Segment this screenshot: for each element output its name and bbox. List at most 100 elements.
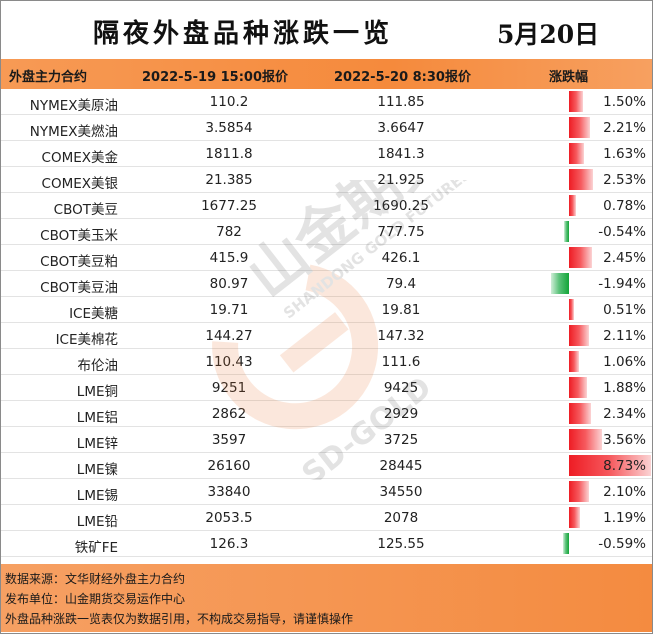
title-bar: 隔夜外盘品种涨跌一览 5月20日 <box>1 1 652 59</box>
price-1: 33840 <box>207 484 251 500</box>
contract-name: LME铅 <box>76 514 118 530</box>
price-2: 3.6647 <box>377 120 425 136</box>
header-contract: 外盘主力合约 <box>9 70 88 85</box>
change-bar-zone <box>549 141 653 166</box>
contract-name: ICE美糖 <box>69 306 118 322</box>
footer-disclaimer: 外盘品种涨跌一览表仅为数据引用，不构成交易指导，请谨慎操作 <box>5 612 354 626</box>
price-2: 111.85 <box>377 94 425 110</box>
change-bar-up <box>569 195 577 216</box>
header-price1: 2022-5-19 15:00报价 <box>142 70 289 85</box>
change-bar-zone <box>549 323 653 348</box>
change-percent: 2.45% <box>603 250 646 266</box>
change-bar-zone <box>549 505 653 530</box>
price-1: 110.2 <box>209 94 249 110</box>
contract-name: CBOT美豆 <box>53 202 118 218</box>
table-row: LME铜 9251 9425 1.88% <box>1 375 652 401</box>
change-bar-up <box>569 169 593 190</box>
price-1: 415.9 <box>209 250 249 266</box>
price-2: 19.81 <box>381 302 421 318</box>
contract-name: LME锌 <box>76 436 118 452</box>
change-percent: 2.11% <box>603 328 646 344</box>
price-2: 9425 <box>383 380 419 396</box>
change-bar-up <box>569 325 589 346</box>
table-row: 布伦油 110.43 111.6 1.06% <box>1 349 652 375</box>
change-percent: 3.56% <box>603 432 646 448</box>
contract-name: ICE美棉花 <box>55 332 118 348</box>
change-percent: -0.54% <box>598 224 646 240</box>
table-row: LME镍 26160 28445 8.73% <box>1 453 652 479</box>
change-percent: 2.34% <box>603 406 646 422</box>
table-row: NYMEX美原油 110.2 111.85 1.50% <box>1 89 652 115</box>
change-bar-zone <box>549 115 653 140</box>
price-1: 144.27 <box>205 328 253 344</box>
change-bar-zone <box>549 167 653 192</box>
change-bar-zone <box>549 297 653 322</box>
price-2: 111.6 <box>381 354 421 370</box>
page-title: 隔夜外盘品种涨跌一览 <box>93 19 394 49</box>
price-1: 782 <box>216 224 242 240</box>
price-2: 3725 <box>383 432 419 448</box>
price-1: 110.43 <box>205 354 253 370</box>
price-2: 34550 <box>379 484 423 500</box>
price-1: 126.3 <box>209 536 249 552</box>
contract-name: NYMEX美燃油 <box>29 124 118 140</box>
change-bar-up <box>569 455 651 476</box>
change-percent: 0.78% <box>603 198 646 214</box>
contract-name: LME铜 <box>76 384 118 400</box>
change-percent: 8.73% <box>603 458 646 474</box>
price-2: 777.75 <box>377 224 425 240</box>
change-percent: 0.51% <box>603 302 646 318</box>
table-row: LME锡 33840 34550 2.10% <box>1 479 652 505</box>
change-bar-up <box>569 351 579 372</box>
contract-name: COMEX美金 <box>41 150 118 166</box>
change-bar-zone <box>549 219 653 244</box>
change-bar-zone <box>549 479 653 504</box>
change-bar-down <box>563 221 569 242</box>
change-percent: 2.53% <box>603 172 646 188</box>
change-bar-up <box>569 91 584 112</box>
change-bar-up <box>569 143 585 164</box>
price-1: 3597 <box>211 432 247 448</box>
change-bar-up <box>569 429 603 450</box>
change-bar-zone <box>549 193 653 218</box>
change-bar-zone <box>549 375 653 400</box>
change-bar-zone <box>549 531 653 556</box>
change-bar-zone <box>549 271 653 296</box>
change-percent: 1.50% <box>603 94 646 110</box>
price-1: 1811.8 <box>205 146 253 162</box>
change-bar-up <box>569 403 591 424</box>
change-bar-up <box>569 247 592 268</box>
report-date: 5月20日 <box>497 20 600 49</box>
change-bar-zone <box>549 427 653 452</box>
change-percent: -0.59% <box>598 536 646 552</box>
table-row: COMEX美银 21.385 21.925 2.53% <box>1 167 652 193</box>
table-row: LME锌 3597 3725 3.56% <box>1 427 652 453</box>
change-percent: 1.06% <box>603 354 646 370</box>
footer-source: 数据来源：文华财经外盘主力合约 <box>5 572 186 586</box>
price-1: 2053.5 <box>205 510 253 526</box>
change-bar-up <box>569 377 587 398</box>
price-2: 21.925 <box>377 172 425 188</box>
change-percent: 1.19% <box>603 510 646 526</box>
change-bar-down <box>563 533 569 554</box>
price-2: 2078 <box>383 510 419 526</box>
price-2: 79.4 <box>385 276 417 292</box>
change-bar-zone <box>549 245 653 270</box>
change-bar-down <box>550 273 569 294</box>
table-header: 外盘主力合约 2022-5-19 15:00报价 2022-5-20 8:30报… <box>1 59 652 89</box>
change-bar-zone <box>549 401 653 426</box>
price-2: 1841.3 <box>377 146 425 162</box>
header-change: 涨跌幅 <box>549 70 589 85</box>
change-bar-zone <box>549 453 653 478</box>
table-row: LME铝 2862 2929 2.34% <box>1 401 652 427</box>
contract-name: CBOT美豆粕 <box>40 254 118 270</box>
price-1: 3.5854 <box>205 120 253 136</box>
table-row: COMEX美金 1811.8 1841.3 1.63% <box>1 141 652 167</box>
change-percent: 1.88% <box>603 380 646 396</box>
change-bar-zone <box>549 89 653 114</box>
change-percent: 2.10% <box>603 484 646 500</box>
table-row: NYMEX美燃油 3.5854 3.6647 2.21% <box>1 115 652 141</box>
contract-name: CBOT美豆油 <box>40 280 118 296</box>
contract-name: LME锡 <box>76 488 118 504</box>
change-percent: -1.94% <box>598 276 646 292</box>
